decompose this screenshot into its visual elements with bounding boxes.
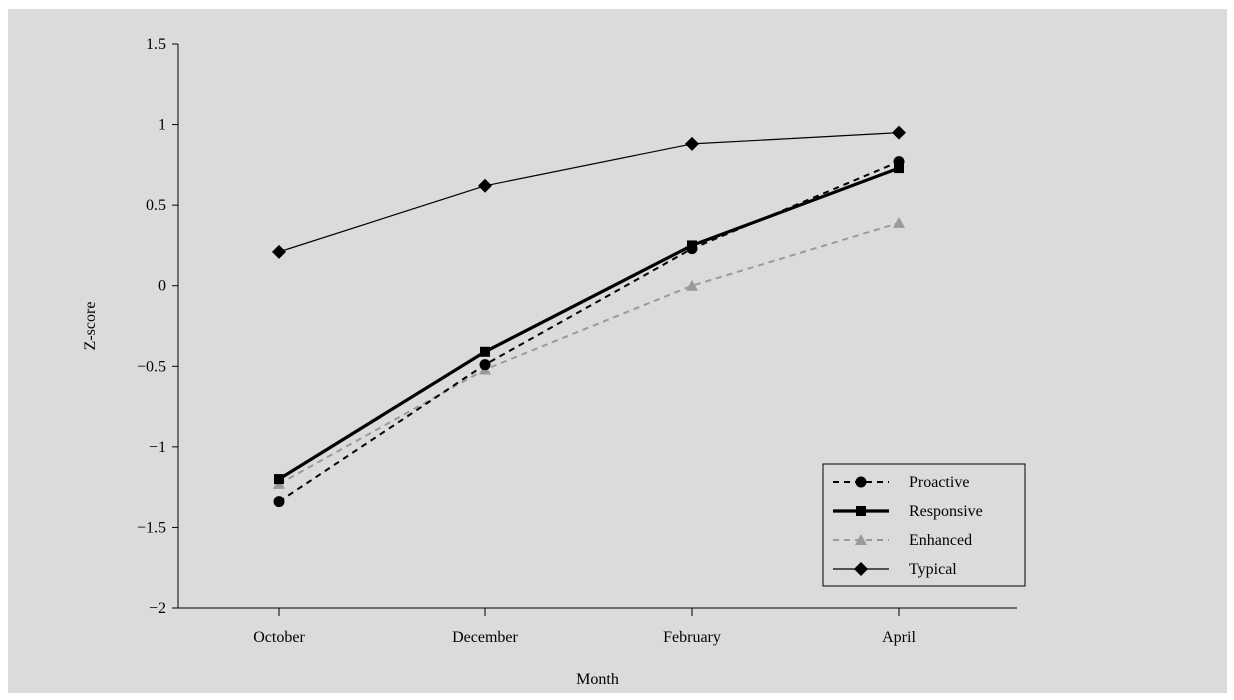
x-tick-label: February [663,629,721,646]
data-point-typical [272,244,286,259]
series-line-typical [278,132,900,253]
legend-marker-responsive [856,506,866,516]
legend-marker-enhanced [855,534,867,545]
x-axis-title: Month [576,671,619,688]
data-point-enhanced [893,216,905,228]
data-point-responsive [274,474,284,485]
x-tick-label: December [452,629,518,646]
y-tick-label: −0.5 [137,358,166,375]
legend-marker-typical [854,562,868,576]
y-tick-label: −1 [149,439,166,456]
data-point-proactive [273,496,285,508]
data-point-typical [892,125,906,140]
y-tick-label: −1.5 [137,519,166,536]
data-point-typical [685,136,699,151]
y-axis-title: Z-score [82,302,99,351]
series-line-proactive [278,160,900,503]
data-point-responsive [894,163,904,174]
data-point-enhanced [686,279,698,291]
data-point-proactive [479,359,491,371]
line-chart: 1.5 1 0.5 0 −0.5 −1 −1.5 −2 October December Febru… [82,36,1026,688]
x-tick-label: April [882,629,916,646]
x-tick-label: October [253,629,305,646]
series-line-responsive [278,166,900,481]
legend-label-responsive: Responsive [909,503,983,520]
series-line-enhanced [278,221,900,485]
y-tick-label: 0 [158,278,166,295]
y-tick-label: −2 [149,600,166,617]
y-tick-label: 0.5 [146,197,166,214]
y-tick-label: 1 [158,117,166,134]
chart-frame: 1.5 1 0.5 0 −0.5 −1 −1.5 −2 October December Febru… [8,9,1227,693]
data-point-typical [478,178,492,193]
legend-label-proactive: Proactive [909,474,969,491]
data-point-responsive [480,346,490,357]
legend-label-enhanced: Enhanced [909,532,972,549]
y-tick-label: 1.5 [146,36,166,53]
legend-label-typical: Typical [909,561,957,578]
legend-marker-proactive [855,476,867,488]
data-point-responsive [687,240,697,251]
